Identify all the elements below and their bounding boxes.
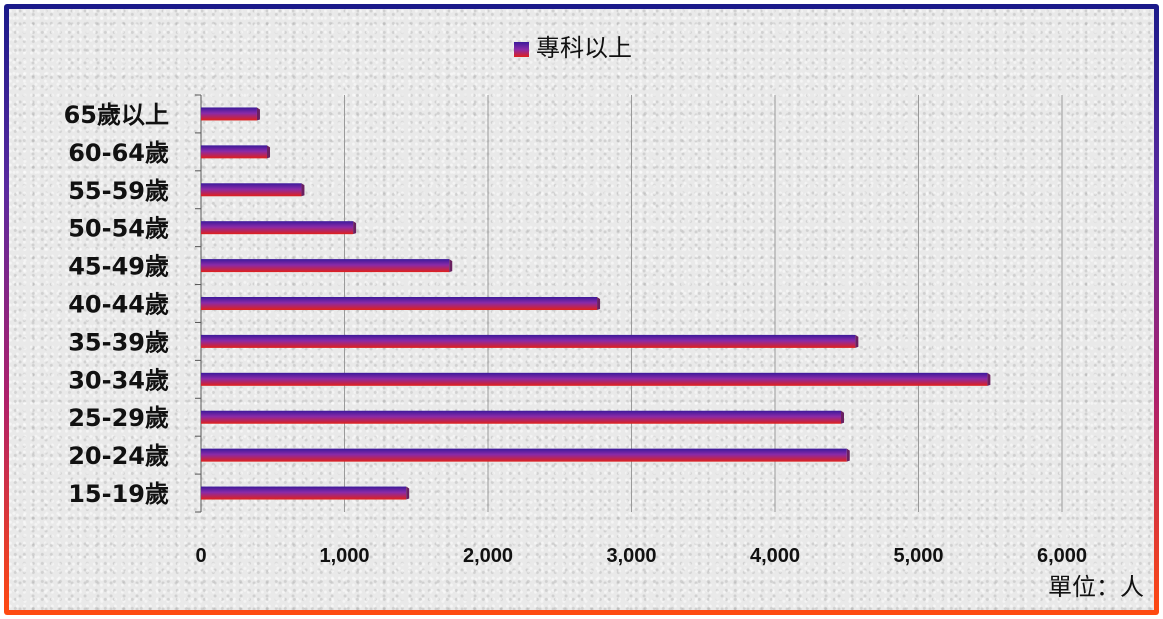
chart-frame: 15-19歲 20-24歲 25-29歲 30-34歲 35-39歲 40-44歲 45-4… bbox=[4, 4, 1159, 615]
bar-end-cap bbox=[301, 183, 305, 197]
x-tick-label: 0 bbox=[195, 545, 206, 567]
bar bbox=[201, 145, 268, 159]
category-label: 55-59歲 bbox=[68, 177, 169, 205]
category-label: 25-29歲 bbox=[68, 404, 169, 432]
bar-end-cap bbox=[353, 221, 357, 235]
bar bbox=[201, 410, 842, 424]
category-label: 20-24歲 bbox=[68, 442, 169, 470]
bar bbox=[201, 107, 257, 121]
bar-end-cap bbox=[256, 107, 260, 121]
category-label: 45-49歲 bbox=[68, 253, 169, 281]
bar-end-cap bbox=[987, 372, 991, 386]
bar bbox=[201, 259, 450, 273]
category-label: 50-54歲 bbox=[68, 215, 169, 243]
x-tick-label: 2,000 bbox=[463, 545, 513, 567]
bar bbox=[201, 221, 354, 235]
category-label: 60-64歲 bbox=[68, 139, 169, 167]
bar-end-cap bbox=[855, 334, 859, 348]
category-label: 35-39歲 bbox=[68, 328, 169, 356]
x-tick-label: 6,000 bbox=[1037, 545, 1087, 567]
axes bbox=[195, 94, 202, 513]
bar-end-cap bbox=[406, 486, 410, 500]
bar bbox=[201, 297, 598, 310]
legend: 專科以上 bbox=[514, 34, 632, 62]
x-tick-label: 4,000 bbox=[750, 545, 800, 567]
category-label: 40-44歲 bbox=[68, 291, 169, 319]
grid-lines bbox=[344, 95, 1063, 512]
bar-end-cap bbox=[841, 410, 845, 424]
bar-end-cap bbox=[267, 145, 271, 159]
x-tick-label: 3,000 bbox=[606, 545, 656, 567]
legend-label: 專科以上 bbox=[536, 34, 632, 62]
unit-label: 單位：人 bbox=[1048, 573, 1144, 601]
bar bbox=[201, 486, 407, 500]
category-labels: 15-19歲 20-24歲 25-29歲 30-34歲 35-39歲 40-44歲 45-4… bbox=[64, 101, 169, 508]
bar-chart: 15-19歲 20-24歲 25-29歲 30-34歲 35-39歲 40-44歲 45-4… bbox=[64, 34, 1144, 601]
chart-panel: 15-19歲 20-24歲 25-29歲 30-34歲 35-39歲 40-44歲 45-4… bbox=[9, 9, 1154, 610]
bar-end-cap bbox=[449, 259, 453, 273]
legend-swatch bbox=[514, 42, 529, 57]
category-label: 30-34歲 bbox=[68, 366, 169, 394]
x-tick-label: 1,000 bbox=[319, 545, 369, 567]
category-label: 65歲以上 bbox=[64, 101, 169, 129]
category-label: 15-19歲 bbox=[68, 480, 169, 508]
bar-end-cap bbox=[846, 448, 850, 462]
bars bbox=[201, 107, 991, 500]
bar bbox=[201, 448, 847, 462]
bar bbox=[201, 183, 302, 197]
bar-end-cap bbox=[597, 297, 601, 310]
bar bbox=[201, 372, 988, 386]
bar bbox=[201, 334, 856, 348]
x-tick-labels: 0 1,000 2,000 3,000 4,000 5,000 6,000 bbox=[195, 545, 1087, 567]
x-tick-label: 5,000 bbox=[893, 545, 943, 567]
